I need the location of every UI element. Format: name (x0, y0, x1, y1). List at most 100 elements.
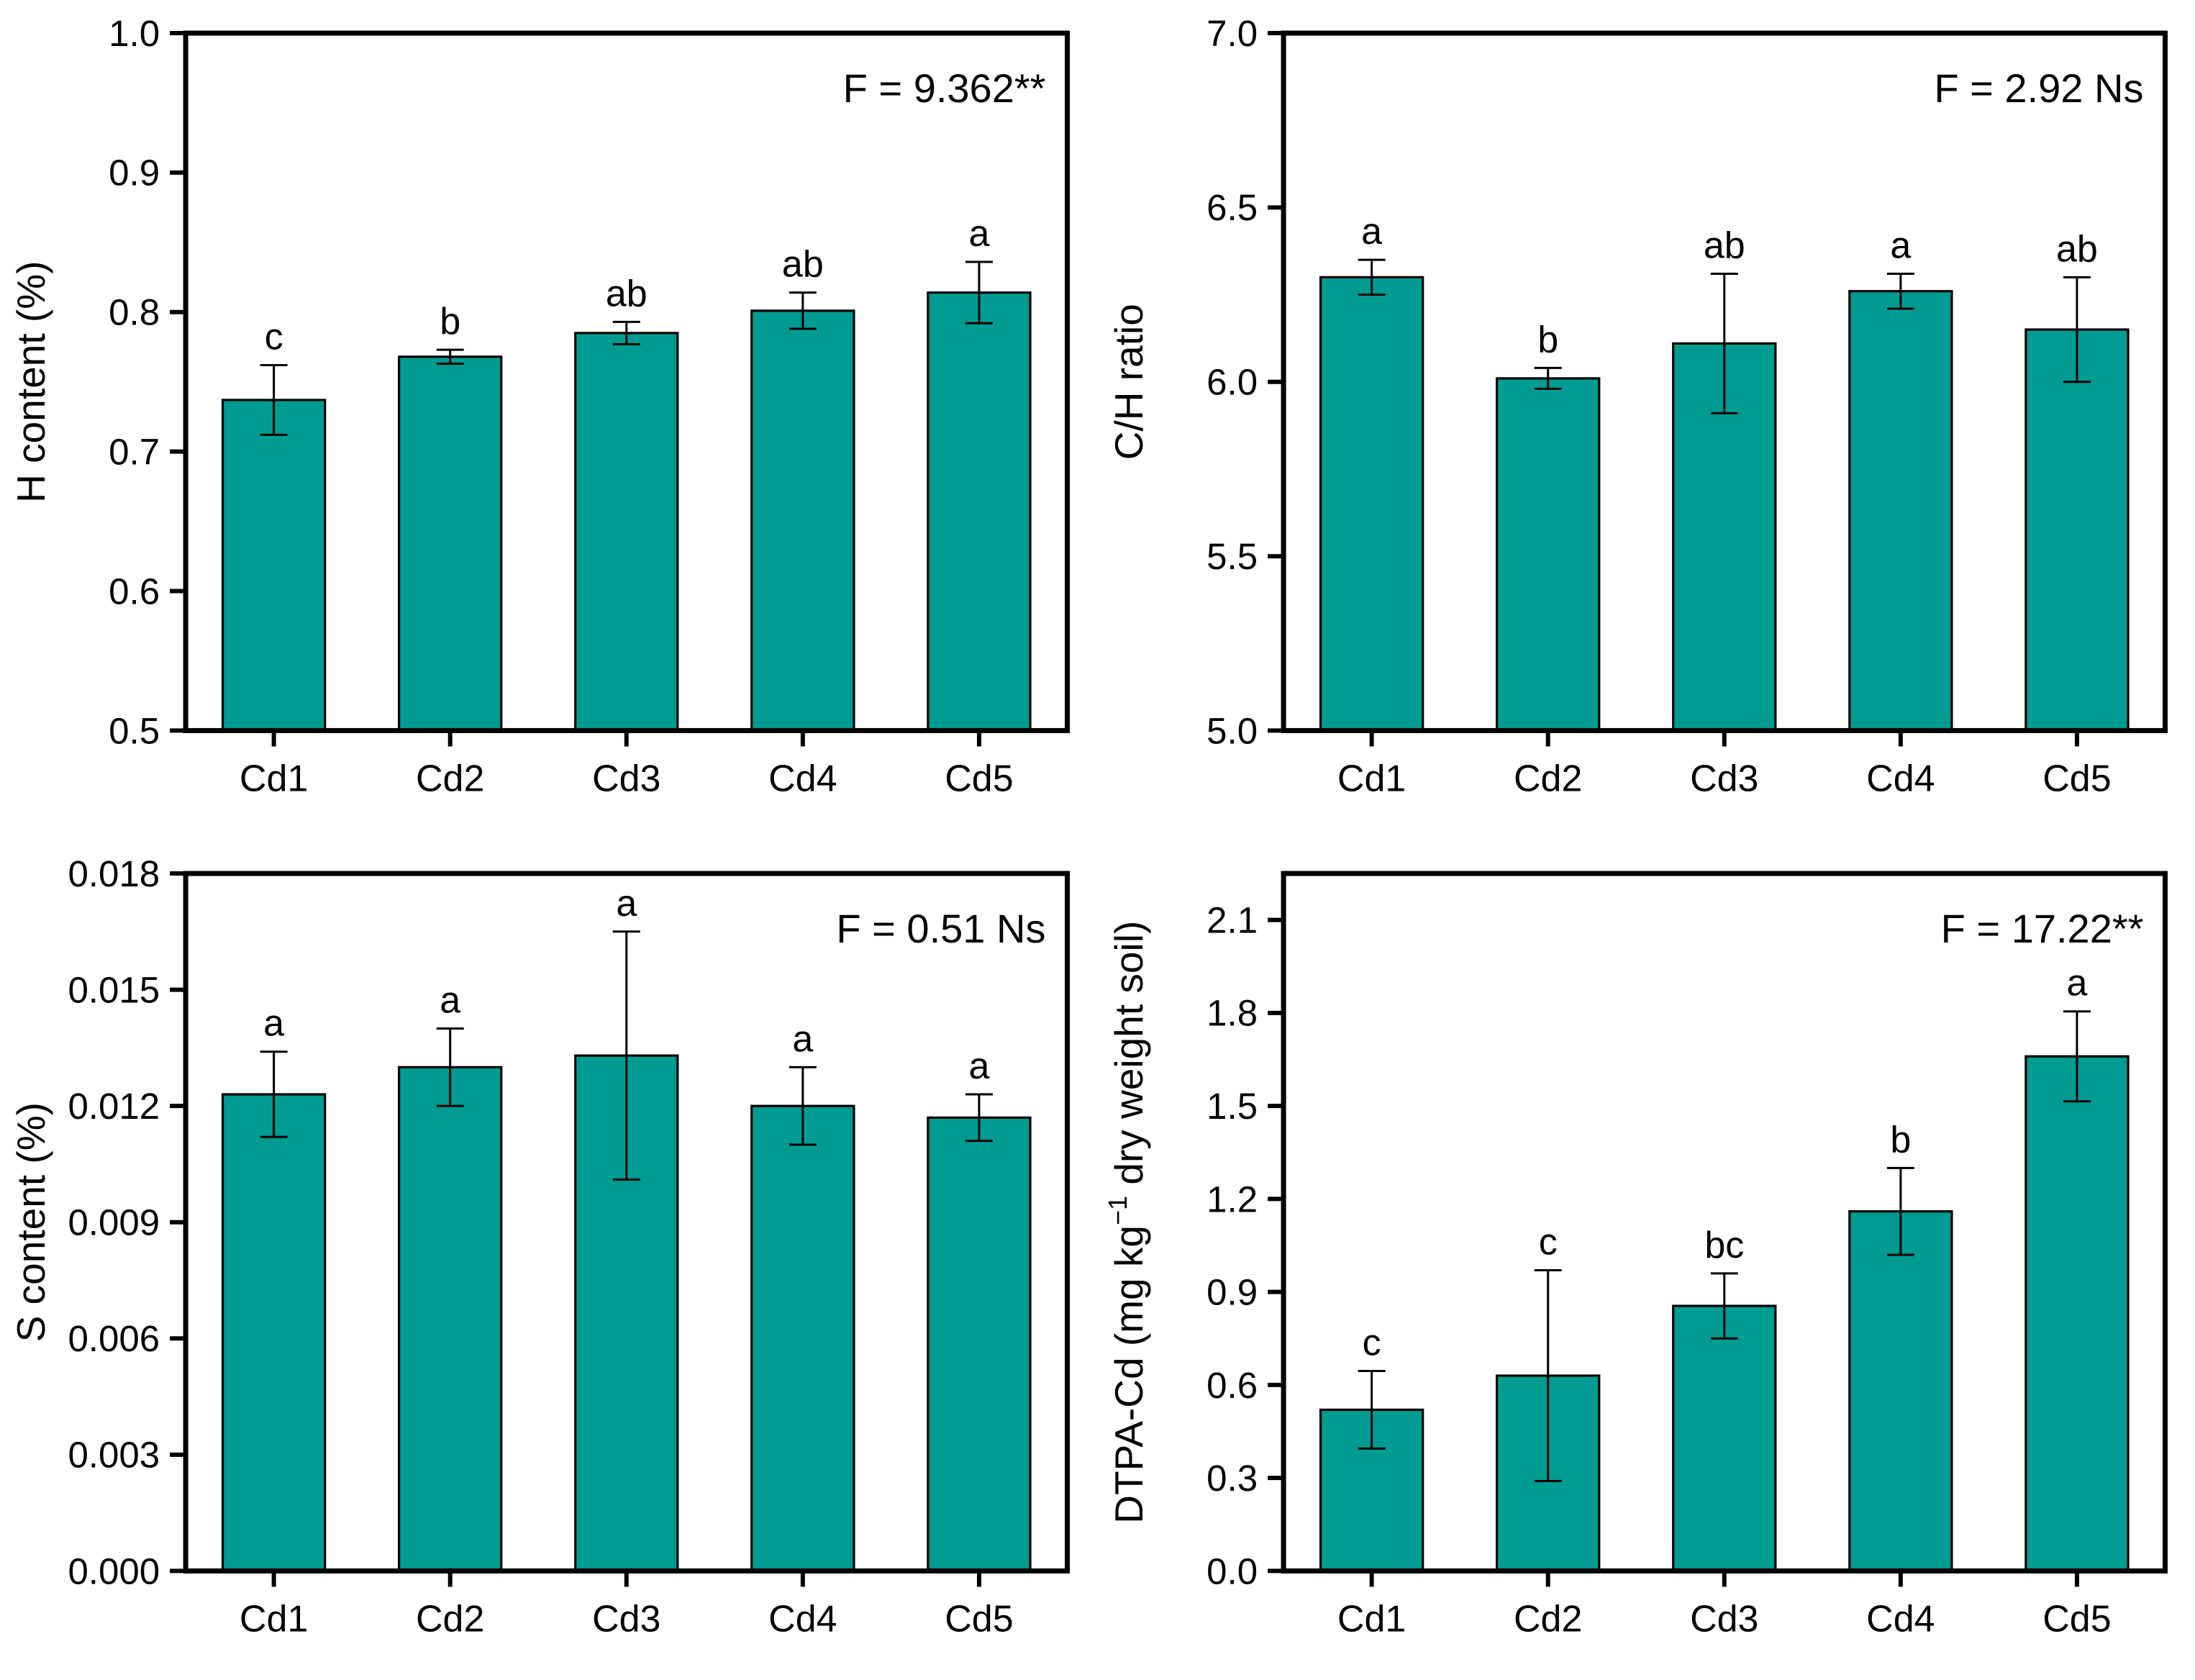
y-tick-label: 1.5 (1206, 1086, 1258, 1127)
error-bar-Cd1 (1358, 258, 1386, 296)
error-bar-Cd5 (2063, 1009, 2091, 1102)
y-axis-label: S content (%) (9, 1102, 53, 1342)
y-tick-label: 0.000 (68, 1550, 160, 1592)
significance-letter-Cd2: b (1537, 319, 1558, 360)
x-tick-label-Cd3: Cd3 (1690, 758, 1758, 799)
x-tick-label-Cd2: Cd2 (416, 758, 484, 799)
y-tick-label: 0.6 (1206, 1364, 1258, 1405)
y-tick-label: 6.0 (1206, 362, 1258, 403)
significance-letter-Cd2: c (1538, 1221, 1557, 1263)
chart-s-content: a a a a a 0.000 0.003 0.006 0.009 0.012 0.015 0.018… (9, 853, 1070, 1640)
error-bar-Cd5 (965, 260, 993, 324)
significance-letter-Cd5: a (968, 1045, 989, 1086)
x-tick-label-Cd4: Cd4 (1866, 758, 1935, 799)
bar-Cd3 (1671, 1304, 1776, 1572)
significance-letter-Cd4: b (1890, 1119, 1911, 1161)
x-tick-label-Cd3: Cd3 (1690, 1598, 1758, 1640)
error-bar-Cd2 (436, 1027, 464, 1107)
x-tick-label-Cd4: Cd4 (1866, 1598, 1935, 1640)
y-tick-label: 7.0 (1206, 13, 1258, 54)
x-tick-label-Cd2: Cd2 (1514, 1598, 1582, 1640)
error-bar-Cd4 (1886, 1166, 1914, 1256)
f-statistic-annotation: F = 2.92 Ns (1934, 65, 2143, 111)
error-bar-Cd5 (2063, 276, 2091, 383)
significance-letter-Cd2: a (440, 979, 460, 1021)
bar-Cd4 (1848, 290, 1953, 732)
y-tick-label: 1.8 (1206, 992, 1258, 1033)
y-tick-label: 5.0 (1206, 710, 1258, 751)
x-tick-label-Cd1: Cd1 (240, 758, 308, 799)
plot-frame (1281, 871, 2168, 1574)
significance-letter-Cd4: a (1890, 224, 1911, 266)
error-bar-Cd4 (1886, 272, 1914, 310)
x-tick-label-Cd1: Cd1 (1337, 758, 1405, 799)
y-axis-label: DTPA-Cd (mg kg−1 dry weight soil) (1103, 920, 1151, 1523)
y-tick-label: 1.0 (109, 13, 160, 54)
x-tick-label-Cd5: Cd5 (2042, 1598, 2111, 1640)
bar-Cd5 (927, 291, 1032, 732)
y-tick-label: 5.5 (1206, 536, 1258, 577)
x-tick-label-Cd1: Cd1 (240, 1598, 308, 1640)
significance-letter-Cd1: c (265, 316, 283, 358)
y-tick-label: 0.3 (1206, 1458, 1258, 1499)
x-tick-label-Cd5: Cd5 (2042, 758, 2111, 799)
y-tick-label: 0.0 (1206, 1550, 1258, 1592)
significance-letter-Cd5: a (2066, 962, 2087, 1004)
significance-letter-Cd3: a (616, 882, 637, 924)
error-bar-Cd2 (1534, 366, 1562, 390)
chart-panel-h-content: c b ab ab a 0.5 0.6 0.7 0.8 0.9 1.0 Cd1 Cd2 Cd3 Cd4 Cd5… (0, 0, 1098, 840)
x-tick-label-Cd5: Cd5 (945, 1598, 1013, 1640)
chart-panel-s-content: a a a a a 0.000 0.003 0.006 0.009 0.012 0.015 0.018… (0, 840, 1098, 1680)
x-tick-label-Cd5: Cd5 (945, 758, 1013, 799)
error-bar-Cd3 (612, 930, 640, 1181)
bar-Cd4 (750, 1104, 855, 1572)
error-bar-Cd1 (260, 1050, 288, 1138)
x-tick-label-Cd2: Cd2 (416, 1598, 484, 1640)
significance-letter-Cd4: a (792, 1018, 813, 1060)
bar-Cd4 (1848, 1209, 1953, 1572)
x-tick-label-Cd4: Cd4 (768, 758, 837, 799)
bar-Cd2 (398, 355, 503, 732)
error-bar-Cd3 (1710, 272, 1738, 414)
bar-Cd5 (2024, 1055, 2130, 1572)
y-tick-label: 0.003 (68, 1434, 160, 1475)
chart-panel-dtpa-cd: c c bc b a 0.0 0.3 0.6 0.9 1.2 1.5 1.8 2.1 Cd1 Cd2 Cd3 C… (1098, 840, 2195, 1680)
y-tick-label: 6.5 (1206, 187, 1258, 228)
significance-letter-Cd3: ab (1703, 224, 1745, 266)
significance-letter-Cd1: a (1361, 211, 1382, 253)
y-axis-label: H content (%) (9, 261, 53, 503)
y-tick-label: 0.7 (109, 432, 160, 473)
x-tick-label-Cd2: Cd2 (1514, 758, 1582, 799)
y-tick-label: 0.006 (68, 1318, 160, 1359)
error-bar-Cd1 (260, 363, 288, 436)
bar-Cd1 (1319, 276, 1424, 732)
y-tick-label: 0.8 (109, 292, 160, 333)
significance-letter-Cd3: bc (1704, 1224, 1744, 1266)
y-tick-label: 0.012 (68, 1086, 160, 1127)
significance-letter-Cd5: ab (2056, 228, 2098, 270)
y-tick-label: 0.015 (68, 969, 160, 1010)
error-bar-Cd4 (789, 1066, 817, 1146)
f-statistic-annotation: F = 0.51 Ns (836, 906, 1045, 951)
y-axis-label: C/H ratio (1106, 304, 1151, 460)
error-bar-Cd1 (1358, 1369, 1386, 1450)
chart-dtpa-cd: c c bc b a 0.0 0.3 0.6 0.9 1.2 1.5 1.8 2.1 Cd1 Cd2 Cd3 C… (1103, 871, 2168, 1640)
significance-letter-Cd4: ab (782, 244, 824, 286)
error-bar-Cd2 (1534, 1268, 1562, 1482)
error-bar-Cd5 (965, 1093, 993, 1142)
error-bar-Cd3 (1710, 1271, 1738, 1340)
y-tick-label: 2.1 (1206, 899, 1258, 940)
error-bar-Cd4 (789, 291, 817, 330)
x-tick-label-Cd3: Cd3 (592, 758, 660, 799)
significance-letter-Cd1: a (263, 1002, 284, 1044)
bar-Cd5 (927, 1116, 1032, 1572)
f-statistic-annotation: F = 17.22** (1940, 906, 2143, 951)
bar-Cd2 (1495, 377, 1600, 732)
y-tick-label: 0.6 (109, 571, 160, 612)
significance-letter-Cd5: a (968, 213, 989, 255)
bar-Cd4 (750, 309, 855, 732)
bar-Cd3 (574, 332, 679, 732)
y-tick-label: 0.009 (68, 1202, 160, 1243)
y-tick-label: 0.9 (109, 153, 160, 194)
